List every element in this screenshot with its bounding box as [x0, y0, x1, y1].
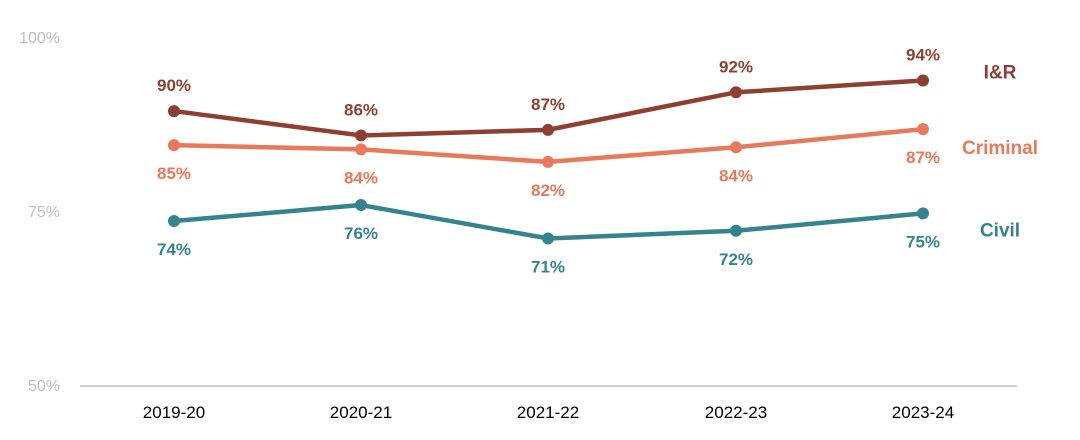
data-label: 87% — [906, 148, 940, 167]
data-label: 75% — [906, 232, 940, 251]
data-point — [168, 105, 180, 118]
data-label: 87% — [531, 95, 565, 114]
data-label: 74% — [157, 240, 191, 259]
y-tick-label: 75% — [28, 204, 60, 221]
data-point — [730, 224, 742, 237]
data-label: 85% — [157, 164, 191, 183]
x-tick-label: 2021-22 — [517, 403, 579, 422]
data-point — [168, 139, 180, 152]
data-label: 90% — [157, 76, 191, 95]
data-label: 84% — [344, 168, 378, 187]
x-tick-label: 2020-21 — [330, 403, 392, 422]
data-label: 92% — [719, 57, 753, 76]
data-point — [355, 129, 367, 142]
data-label: 84% — [719, 166, 753, 185]
data-point — [917, 74, 929, 87]
series-name-label: Civil — [980, 220, 1020, 241]
data-point — [730, 86, 742, 99]
y-axis-ticks: 100% 75% 50% — [19, 30, 60, 395]
data-point — [917, 207, 929, 220]
y-tick-label: 50% — [28, 378, 60, 395]
data-point — [730, 141, 742, 154]
y-tick-label: 100% — [19, 30, 60, 47]
data-point — [355, 143, 367, 156]
data-point — [542, 123, 554, 136]
data-point — [917, 123, 929, 136]
data-point — [355, 199, 367, 212]
data-point — [542, 155, 554, 168]
x-tick-label: 2023-24 — [892, 403, 954, 422]
data-label: 94% — [906, 45, 940, 64]
data-label: 86% — [344, 100, 378, 119]
x-tick-label: 2022-23 — [705, 403, 767, 422]
series-name-label: I&R — [984, 62, 1017, 83]
x-tick-label: 2019-20 — [143, 403, 205, 422]
data-point — [168, 215, 180, 228]
data-point — [542, 232, 554, 245]
series-name-label: Criminal — [962, 138, 1038, 159]
data-label: 72% — [719, 250, 753, 269]
x-axis-ticks: 2019-20 2020-21 2021-22 2022-23 2023-24 — [143, 403, 954, 422]
data-label: 82% — [531, 181, 565, 200]
data-label: 76% — [344, 224, 378, 243]
series-group: 90% 86% 87% 92% 94% I&R 85% 84% 82% 84% 87% Crimina… — [157, 45, 1038, 276]
data-label: 71% — [531, 257, 565, 276]
